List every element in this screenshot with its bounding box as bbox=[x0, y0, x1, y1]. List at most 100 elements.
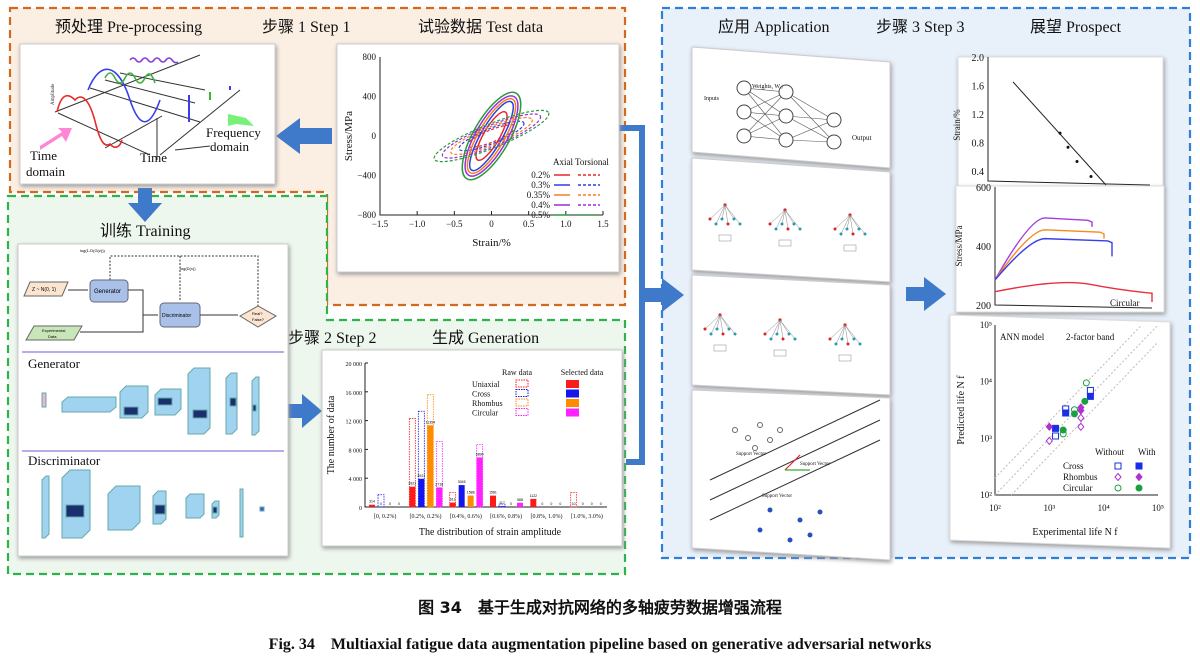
nn-weights-label: Weights, Wᵢⱼ bbox=[752, 84, 783, 90]
tree-node bbox=[834, 342, 838, 346]
legend-raw-swatch bbox=[515, 379, 529, 388]
application-stack: Inputs Weights, Wᵢⱼ Output Support Vecto… bbox=[691, 46, 891, 561]
y-tick-label: 4 000 bbox=[349, 477, 363, 483]
tree-edge bbox=[779, 319, 790, 335]
margin-vector bbox=[784, 454, 801, 471]
point-Rhombus bbox=[1077, 406, 1085, 415]
tree-edge bbox=[715, 204, 726, 225]
x-tick-label: 1.5 bbox=[597, 219, 609, 229]
bar-value-label: 1122 bbox=[530, 494, 538, 498]
point-Circular bbox=[1114, 484, 1122, 492]
bar-Uniaxial bbox=[409, 486, 416, 507]
preprocessing-card: Amplitude Time domain Time Frequency dom… bbox=[19, 43, 276, 185]
bar-Uniaxial bbox=[490, 495, 496, 507]
tree-edge bbox=[724, 204, 729, 225]
bar-Cross bbox=[458, 485, 465, 507]
legend-label: 0.5% bbox=[531, 210, 550, 220]
bar-value-label: 0 bbox=[600, 502, 602, 506]
legend-selected-swatch bbox=[566, 408, 579, 417]
y-tick-label: −400 bbox=[357, 171, 376, 181]
app-card-decision-trees bbox=[691, 274, 891, 396]
tree-edge bbox=[719, 314, 736, 335]
legend-raw-swatch bbox=[515, 408, 529, 416]
legend-header-without: Without bbox=[1095, 447, 1125, 457]
svm-class-a-point bbox=[757, 422, 763, 428]
bar-Rhombus bbox=[427, 425, 434, 507]
tree-node bbox=[787, 332, 791, 336]
bar-value-label: 0 bbox=[510, 502, 512, 506]
y-tick-label: 200 bbox=[976, 301, 991, 312]
frequency-domain-label: Frequency bbox=[206, 125, 261, 140]
tree-node bbox=[768, 222, 772, 226]
y-axis-label: Strain/% bbox=[952, 109, 962, 141]
training-title: 训练 Training bbox=[100, 222, 191, 240]
nn-edge bbox=[743, 91, 787, 137]
test-data-title: 试验数据 Test data bbox=[418, 18, 543, 36]
tree-node bbox=[786, 227, 790, 231]
svm-class-a-point bbox=[732, 427, 738, 433]
tree-node bbox=[732, 217, 736, 221]
purple-harmonic bbox=[129, 57, 179, 64]
bar-Circular bbox=[436, 487, 443, 507]
data-point bbox=[1066, 145, 1070, 149]
flow-arrows bbox=[128, 118, 946, 428]
y-tick-label: −800 bbox=[357, 210, 376, 220]
arrow-to-preprocessing bbox=[276, 118, 332, 154]
axial-loop-0.3% bbox=[469, 100, 514, 172]
y-tick-label: 16 000 bbox=[346, 391, 363, 397]
tree-node bbox=[726, 222, 730, 226]
bar-value-label: 2716 bbox=[435, 482, 443, 486]
legend-header-raw: Raw data bbox=[502, 368, 532, 377]
x-tick-label: 10³ bbox=[1043, 503, 1055, 513]
nn-edge bbox=[785, 139, 835, 143]
torsional-loop-0.4% bbox=[441, 113, 542, 159]
tree-node bbox=[780, 222, 784, 226]
legend-selected-swatch bbox=[566, 389, 579, 398]
tree-edge bbox=[779, 319, 784, 340]
x-tick-label: −1.5 bbox=[372, 219, 389, 229]
point-Rhombus bbox=[1045, 436, 1053, 446]
y-tick-label: 10⁵ bbox=[980, 320, 992, 330]
y-axis-label: The number of data bbox=[326, 395, 337, 474]
tree-edge bbox=[781, 209, 786, 225]
nn-node bbox=[736, 128, 752, 144]
legend-label: Circular bbox=[472, 409, 499, 418]
arrow-to-generation bbox=[286, 394, 322, 428]
bar-value-label: 11354 bbox=[426, 420, 436, 424]
torsional-loop-0.5% bbox=[433, 109, 550, 163]
svm-class-b-point bbox=[817, 509, 823, 515]
bar-value-label: 0 bbox=[389, 502, 391, 506]
tree-node bbox=[781, 337, 785, 341]
bar-value-label: 611 bbox=[450, 498, 456, 502]
preprocessing-title: 预处理 Pre-processing bbox=[55, 18, 202, 36]
legend-label: 0.4% bbox=[531, 200, 550, 210]
life-prediction-scatter: 10² 10³ 10⁴ 10⁵ 10² 10³ 10⁴ 10⁵ Experimental lif… bbox=[956, 320, 1164, 538]
x-tick-label: [0, 0.2%) bbox=[374, 513, 397, 520]
time-domain-signal bbox=[56, 94, 123, 149]
tree-node bbox=[733, 332, 737, 336]
legend-label: Circular bbox=[1063, 483, 1093, 493]
svm-class-a-point bbox=[752, 445, 758, 451]
bar-value-label: 588 bbox=[517, 498, 523, 502]
nn-edge bbox=[785, 115, 835, 121]
x-tick-label: [0.8%, 1.0%) bbox=[531, 513, 563, 520]
nn-node bbox=[778, 108, 794, 124]
tree-edge bbox=[846, 214, 851, 230]
tree-node bbox=[839, 232, 843, 236]
tree-node bbox=[708, 217, 712, 221]
nn-node bbox=[778, 84, 794, 100]
nn-node bbox=[778, 132, 794, 148]
tree-node bbox=[833, 227, 837, 231]
point-Rhombus bbox=[1114, 472, 1122, 482]
y-tick-label: 0 bbox=[359, 506, 362, 512]
y-tick-label: 1.6 bbox=[972, 81, 985, 92]
y-tick-label: 800 bbox=[363, 52, 377, 62]
axial-loop-0.4% bbox=[464, 95, 519, 177]
raw-bar-Cross bbox=[498, 503, 506, 508]
svm-class-b-point bbox=[807, 532, 813, 538]
x-tick-label: [1.0%, 3.0%) bbox=[571, 513, 603, 520]
app-card-random-forest bbox=[691, 157, 891, 283]
upper-band-line bbox=[994, 324, 1143, 479]
discriminator-heading: Discriminator bbox=[28, 453, 101, 468]
point-Circular bbox=[1135, 484, 1143, 492]
